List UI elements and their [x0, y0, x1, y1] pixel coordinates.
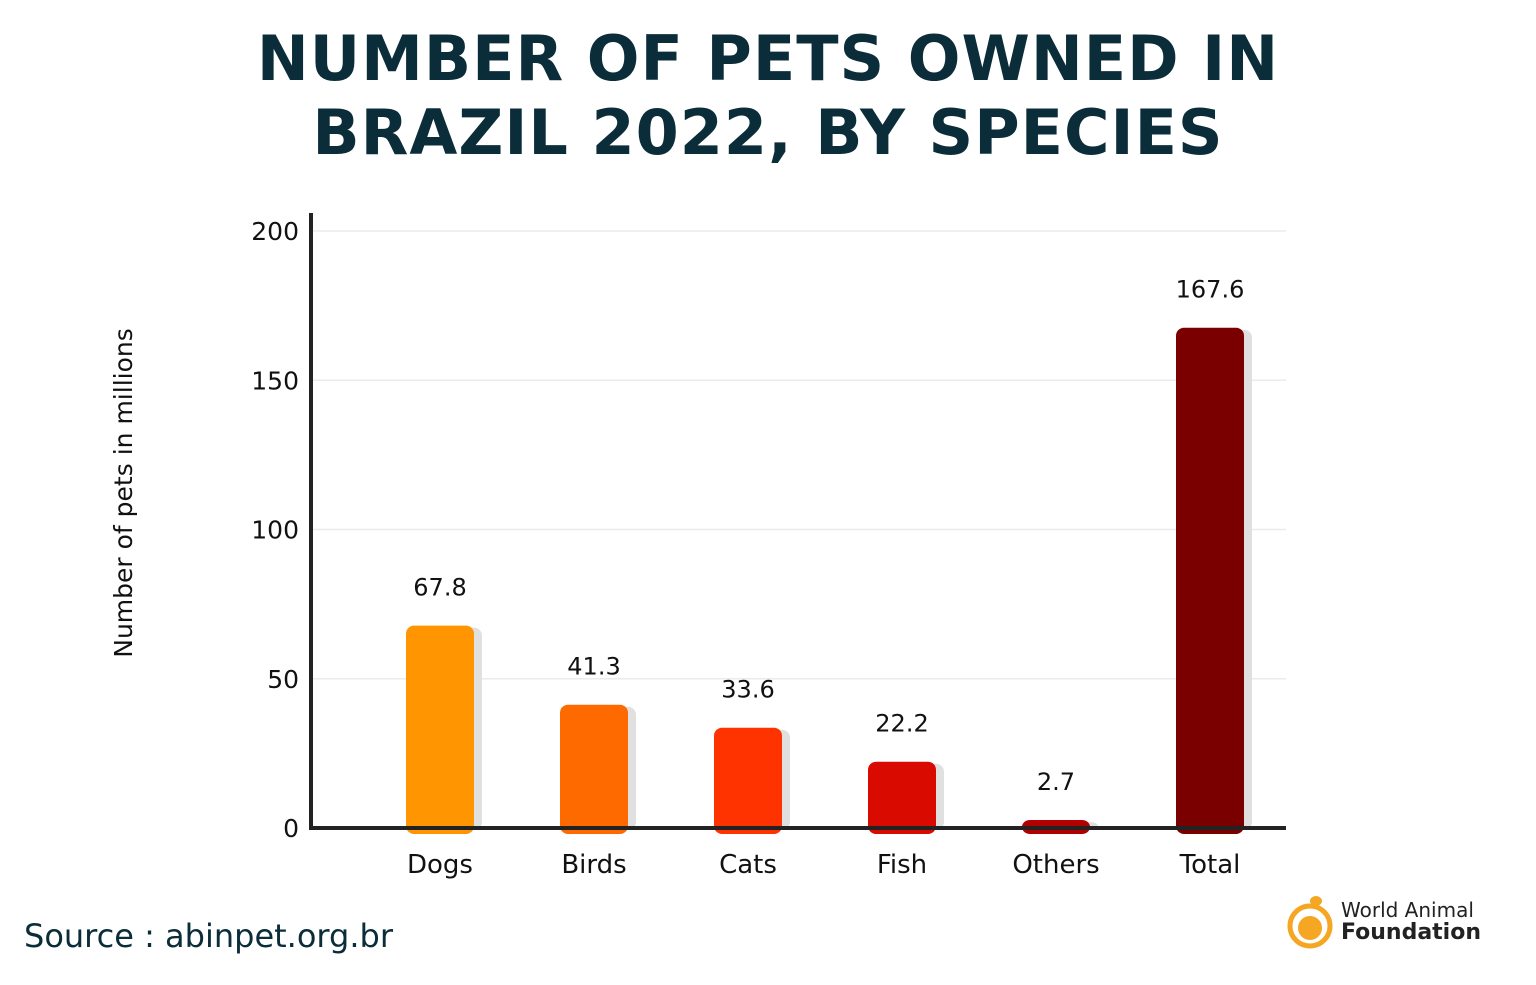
bar-birds [560, 704, 628, 834]
y-tick-label: 100 [251, 516, 299, 545]
bar-fish [868, 761, 936, 834]
title-line-1: NUMBER OF PETS OWNED IN [256, 22, 1280, 95]
chart-title: NUMBER OF PETS OWNED IN BRAZIL 2022, BY … [0, 22, 1536, 170]
data-label: 2.7 [1037, 768, 1075, 796]
data-label: 22.2 [875, 710, 928, 738]
logo-text-line-1: World Animal [1341, 898, 1474, 922]
bar-cats [714, 727, 782, 834]
title-line-2: BRAZIL 2022, BY SPECIES [312, 96, 1224, 169]
x-tick-label: Others [1012, 850, 1099, 880]
y-axis-label: Number of pets in millions [109, 328, 138, 657]
y-tick-label: 200 [251, 217, 299, 246]
data-label: 67.8 [413, 574, 466, 602]
y-tick-label: 150 [251, 366, 299, 395]
y-tick-label: 50 [267, 665, 299, 694]
x-tick-label: Cats [719, 850, 777, 880]
logo-text-line-2: Foundation [1341, 920, 1482, 945]
data-label: 33.6 [721, 676, 774, 704]
data-label: 41.3 [567, 653, 620, 681]
data-label: 167.6 [1176, 276, 1245, 304]
paw-pet-logo-icon [1287, 896, 1333, 949]
bar-total [1176, 327, 1244, 834]
x-tick-label: Total [1179, 850, 1241, 880]
y-tick-label: 0 [283, 814, 299, 843]
world-animal-foundation-logo: World Animal Foundation [1286, 892, 1486, 954]
bar-dogs [406, 625, 474, 834]
x-tick-label: Dogs [407, 850, 473, 880]
x-tick-label: Fish [877, 850, 927, 880]
source-text: Source : abinpet.org.br [24, 917, 393, 955]
x-tick-label: Birds [561, 850, 626, 880]
